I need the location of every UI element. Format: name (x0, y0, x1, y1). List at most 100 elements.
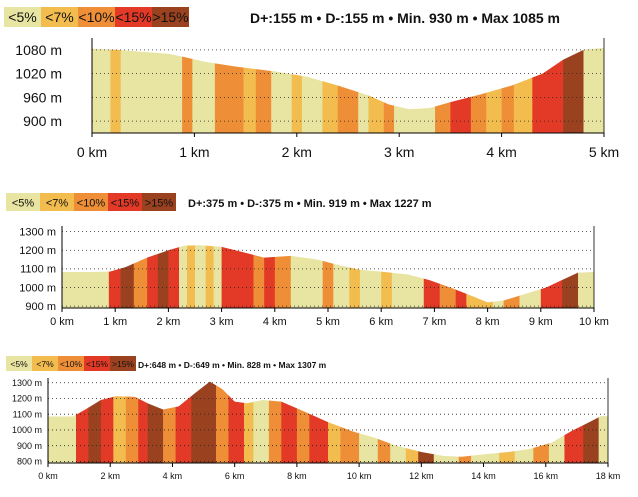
grade-segment-23 (532, 47, 564, 133)
legend-label-lt10: <10% (60, 359, 82, 369)
x-tick-label: 1 km (103, 316, 127, 328)
grade-segment-2 (120, 47, 183, 133)
grade-segment-29 (519, 245, 542, 308)
grade-segment-35 (598, 381, 608, 463)
grade-segment-6 (138, 381, 148, 463)
grade-segment-5 (157, 245, 169, 308)
y-tick-label: 900 m (17, 441, 42, 451)
grade-segment-17 (322, 245, 334, 308)
grade-segment-21 (381, 245, 393, 308)
grade-segment-14 (253, 381, 270, 463)
grade-segment-25 (455, 245, 467, 308)
grade-segment-0 (62, 245, 110, 308)
grade-segment-14 (368, 47, 385, 133)
x-tick-label: 0 km (38, 471, 58, 481)
x-tick-label: 14 km (471, 471, 496, 481)
elevation-stats: D+:155 m • D-:155 m • Min. 930 m • Max 1… (250, 10, 560, 26)
grade-segment-24 (563, 47, 584, 133)
grade-segment-11 (216, 381, 229, 463)
y-tick-label: 1000 m (12, 425, 42, 435)
x-tick-label: 3 km (384, 144, 414, 160)
legend-swatch-lt5 (6, 193, 40, 211)
grade-segment-12 (221, 245, 254, 308)
grade-segment-11 (322, 47, 339, 133)
legend-label-gt15: >15% (152, 9, 188, 25)
grade-segment-3 (133, 245, 148, 308)
grade-segments (62, 245, 594, 308)
grade-segment-11 (213, 245, 222, 308)
grade-legend: <5% <7% <10% <15% >15% (4, 7, 189, 27)
grade-segment-31 (533, 381, 550, 463)
legend-swatch-lt7 (41, 7, 78, 27)
grade-segment-18 (333, 245, 350, 308)
y-tick-label: 1080 m (15, 42, 62, 58)
legend-swatch-lt7 (32, 356, 58, 371)
grade-segment-9 (195, 245, 206, 308)
grade-segment-27 (492, 245, 504, 308)
grade-segment-27 (458, 381, 472, 463)
grade-segment-32 (578, 245, 594, 308)
grade-segment-2 (88, 381, 102, 463)
x-tick-label: 5 km (316, 316, 340, 328)
grade-segment-24 (405, 381, 419, 463)
legend-swatch-lt15 (84, 356, 110, 371)
gridlines (48, 382, 608, 462)
grade-segment-25 (583, 47, 604, 133)
grade-segment-28 (503, 245, 520, 308)
grade-segment-28 (471, 381, 500, 463)
y-tick-label: 1000 m (19, 282, 56, 294)
elevation-chart-2: <5% <7% <10% <15% >15% D+:375 m • D-:375 m • … (6, 193, 609, 328)
grade-segment-25 (418, 381, 435, 463)
y-tick-label: 1200 m (12, 394, 42, 404)
grade-legend: <5% <7% <10% <15% >15% (6, 193, 176, 211)
grade-segment-9 (175, 381, 192, 463)
grade-segment-33 (564, 381, 584, 463)
grade-segment-2 (120, 245, 135, 308)
y-tick-label: 1300 m (12, 378, 42, 388)
grade-segment-32 (548, 381, 565, 463)
grade-segment-10 (205, 245, 214, 308)
elevation-chart-1: <5% <7% <10% <15% >15% D+:155 m • D-:155 m • … (4, 7, 619, 160)
grade-segment-31 (562, 245, 579, 308)
grade-segment-21 (501, 47, 515, 133)
grade-segment-23 (423, 245, 441, 308)
grade-segment-10 (191, 381, 217, 463)
grade-segment-12 (337, 47, 359, 133)
grade-segment-8 (271, 47, 292, 133)
x-tick-label: 8 km (476, 316, 500, 328)
legend-swatch-lt7 (40, 193, 74, 211)
grade-segment-22 (377, 381, 391, 463)
grade-segment-16 (290, 245, 323, 308)
grade-segment-0 (92, 47, 111, 133)
grade-segment-18 (450, 47, 472, 133)
y-tick-label: 1300 m (19, 226, 56, 238)
grade-segment-8 (163, 381, 176, 463)
grade-segment-1 (110, 47, 121, 133)
legend-swatch-lt10 (74, 193, 108, 211)
grade-segment-20 (340, 381, 360, 463)
grade-segment-13 (253, 245, 265, 308)
grade-segment-15 (274, 245, 292, 308)
legend-swatch-lt10 (78, 7, 115, 27)
legend-label-lt15: <15% (111, 197, 140, 209)
legend-label-lt7: <7% (45, 9, 73, 25)
y-tick-label: 1200 m (19, 245, 56, 257)
grade-segment-7 (147, 381, 164, 463)
grade-segment-0 (48, 381, 77, 463)
x-tick-label: 2 km (282, 144, 312, 160)
legend-swatch-gt15 (110, 356, 136, 371)
grade-segments (92, 47, 604, 133)
grade-segment-18 (309, 381, 329, 463)
grade-segment-1 (76, 381, 89, 463)
legend-swatch-lt15 (108, 193, 142, 211)
grade-segment-30 (540, 245, 563, 308)
x-tick-label: 6 km (225, 471, 245, 481)
grade-segment-10 (301, 47, 323, 133)
y-tick-label: 1100 m (13, 409, 42, 419)
grade-segment-26 (466, 245, 494, 308)
legend-label-gt15: >15% (145, 197, 174, 209)
grade-segment-9 (291, 47, 303, 133)
y-tick-label: 900 m (23, 113, 62, 129)
grade-segments (48, 381, 608, 463)
